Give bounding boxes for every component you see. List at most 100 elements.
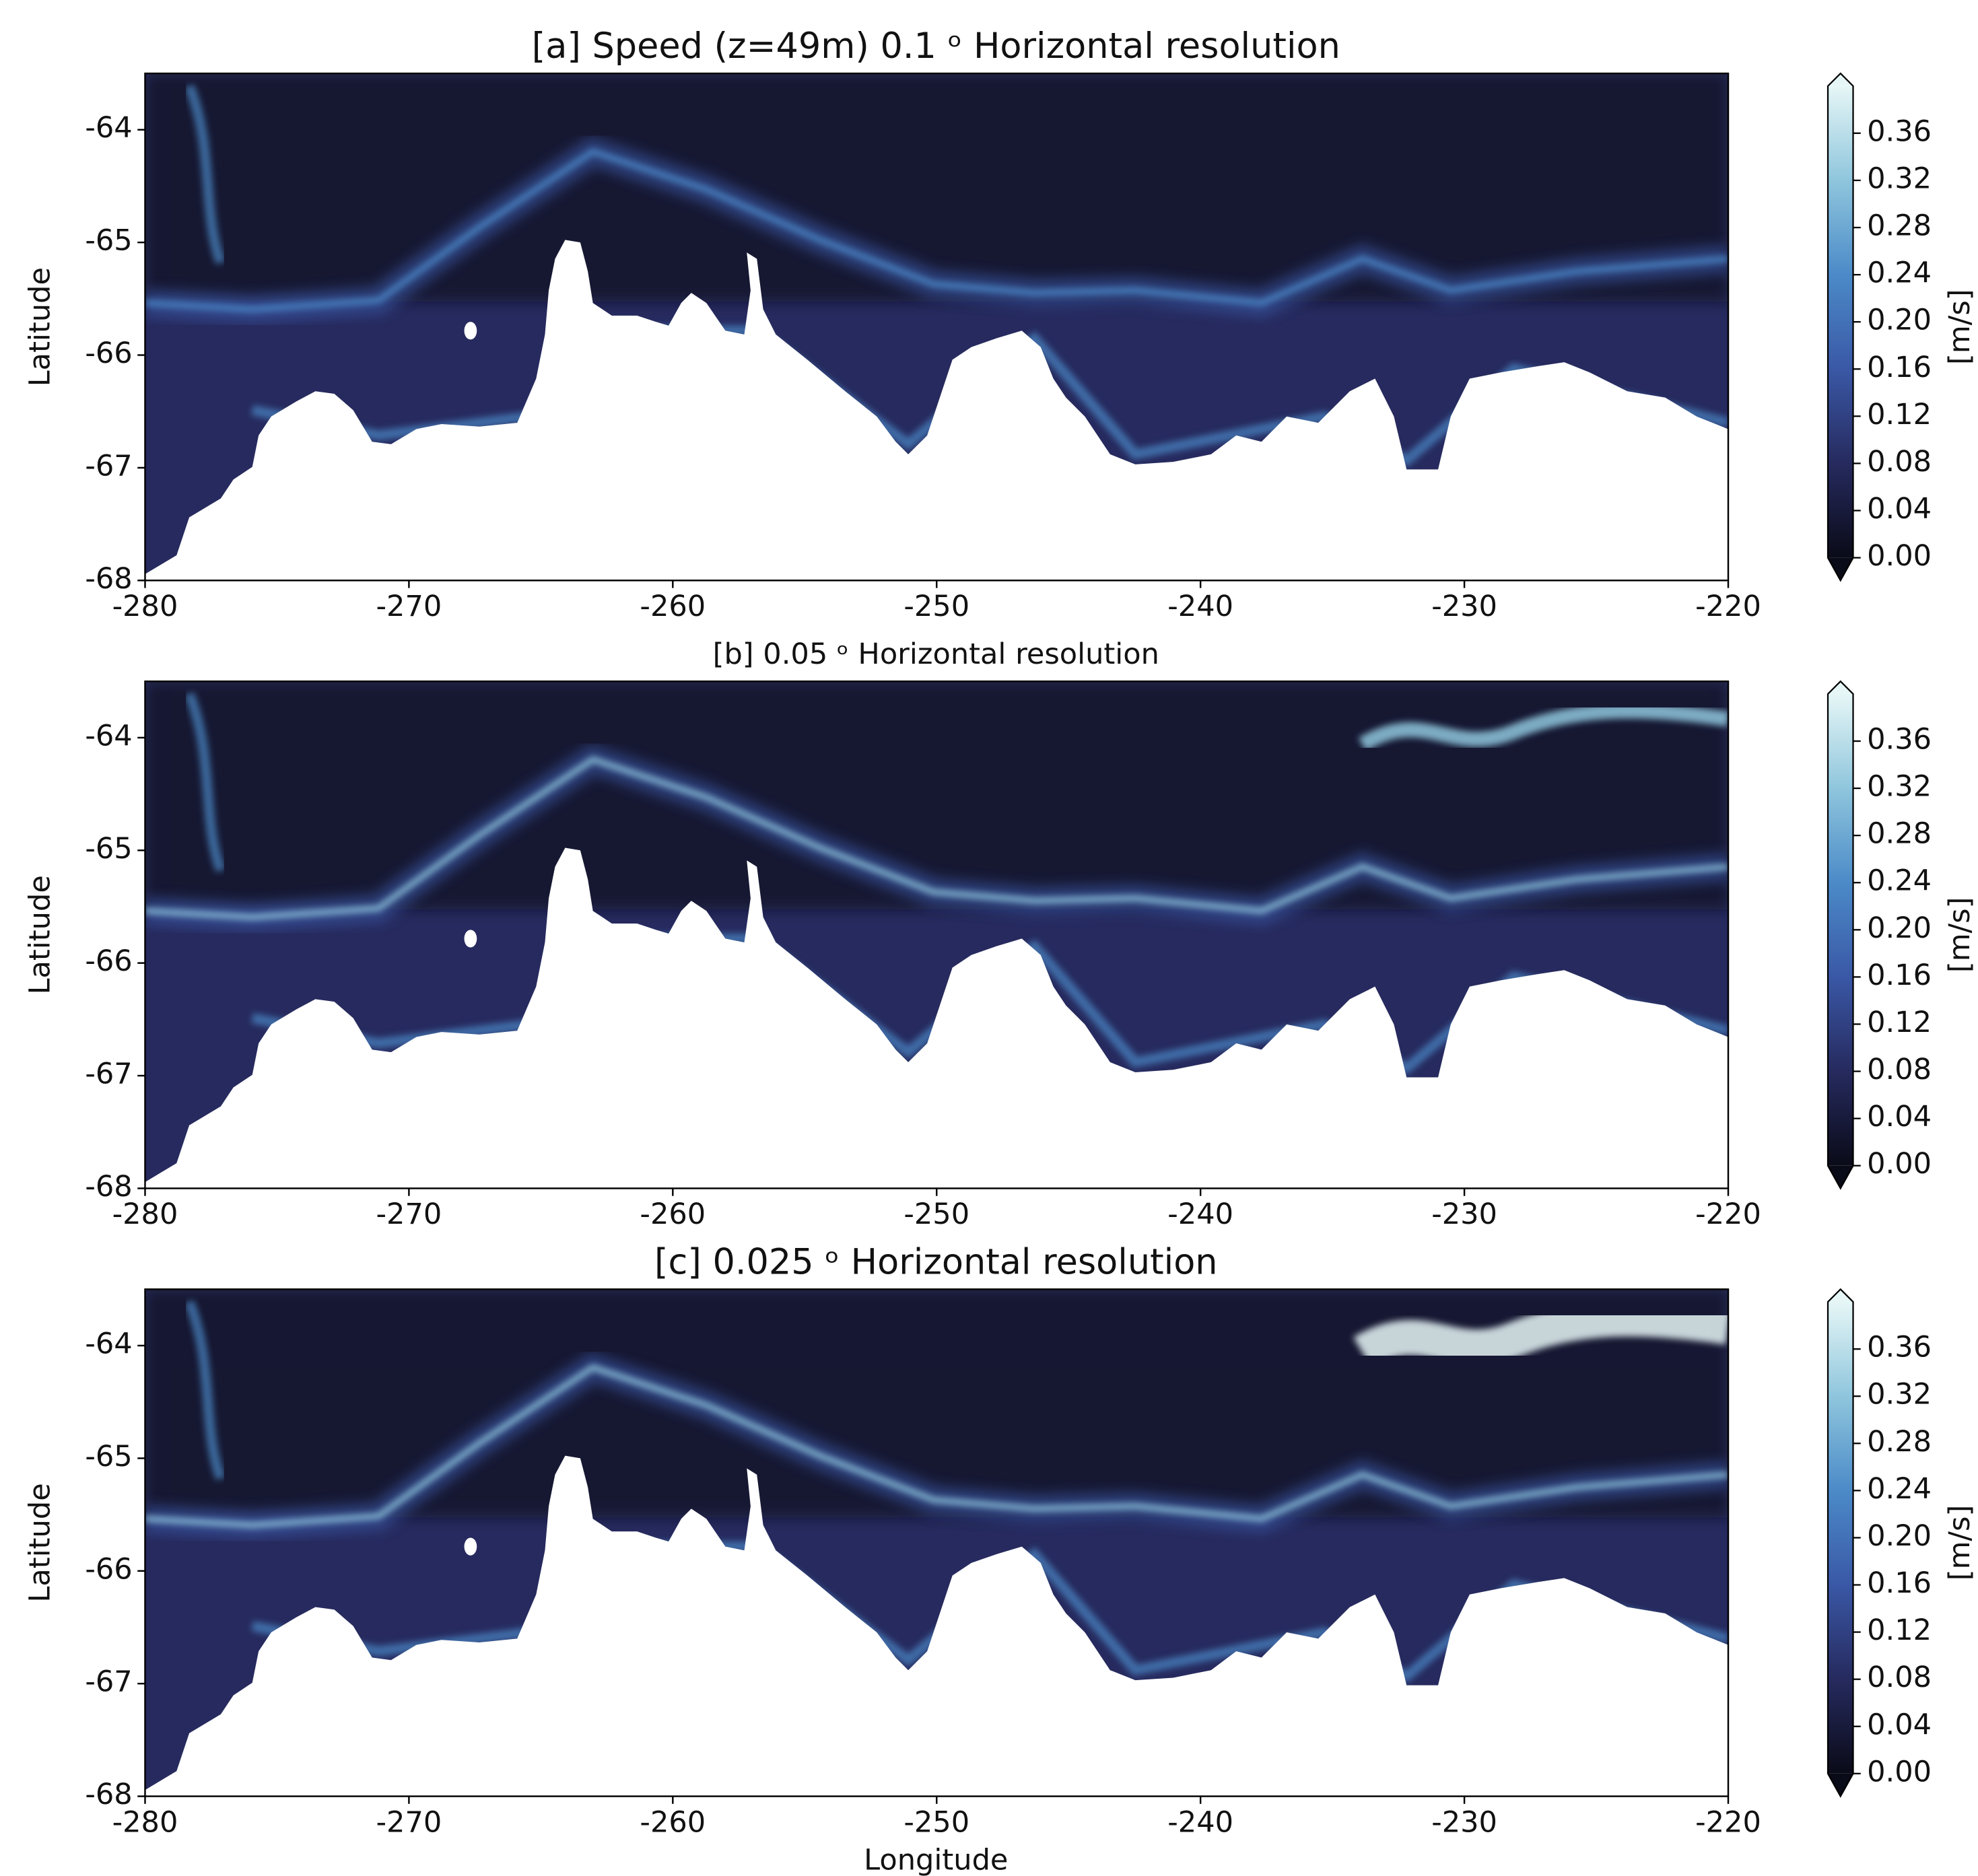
y-tick-label: -65 [85, 832, 132, 866]
colorbar-tick-label: 0.00 [1867, 1755, 1932, 1788]
x-tick-label: -220 [1695, 1197, 1761, 1231]
colorbar-tick-label: 0.00 [1867, 1147, 1932, 1181]
colorbar-tick-label: 0.24 [1867, 864, 1932, 898]
x-tick-label: -280 [112, 1805, 178, 1839]
colorbar-tick-label: 0.16 [1867, 1566, 1932, 1600]
colorbar-tick-label: 0.28 [1867, 209, 1932, 243]
island [464, 322, 477, 340]
colorbar-tick-label: 0.32 [1867, 162, 1932, 195]
colorbar-tick-label: 0.32 [1867, 770, 1932, 804]
colorbar-frame [1827, 1288, 1854, 1798]
y-tick-label: -67 [85, 1665, 132, 1699]
colorbar-extend-max [1828, 1289, 1853, 1302]
colorbar-tick-label: 0.16 [1867, 351, 1932, 384]
panel: [b] 0.05 ᵒ Horizontal resolution -280 -270… [23, 637, 1977, 1231]
colorbar-tick-label: 0.04 [1867, 1100, 1932, 1134]
y-tick-label: -68 [85, 1170, 132, 1204]
y-axis-label: Latitude [23, 267, 57, 386]
colorbar-label: [m/s] [1943, 1505, 1977, 1581]
y-axis-label: Latitude [23, 1483, 57, 1602]
x-tick-label: -260 [640, 1197, 706, 1231]
speed-field [145, 1289, 1729, 1797]
current-core [145, 1364, 1729, 1529]
island [464, 930, 477, 948]
y-tick-label: -65 [85, 224, 132, 258]
colorbar-extend-min [1828, 1165, 1853, 1189]
colorbar-tick-label: 0.04 [1867, 492, 1932, 526]
colorbar-tick-label: 0.12 [1867, 398, 1932, 431]
field-dark [145, 73, 1729, 302]
x-tick-label: -240 [1167, 1805, 1233, 1839]
x-tick-label: -230 [1431, 1805, 1497, 1839]
colorbar-tick-label: 0.24 [1867, 1472, 1932, 1506]
x-tick-label: -270 [376, 590, 442, 623]
colorbar-label: [m/s] [1943, 897, 1977, 973]
colorbar-extend-max [1828, 681, 1853, 694]
colorbar-tick-label: 0.12 [1867, 1006, 1932, 1039]
island [464, 1537, 477, 1556]
land-mask [145, 847, 1729, 1189]
land-mask [145, 1455, 1729, 1797]
colorbar-frame [1827, 680, 1854, 1190]
colorbar-extend-max [1828, 73, 1853, 86]
panel-title: [b] 0.05 ᵒ Horizontal resolution [713, 637, 1159, 671]
panel: [a] Speed (z=49m) 0.1 ᵒ Horizontal resol… [23, 26, 1977, 623]
x-tick-label: -250 [903, 1805, 969, 1839]
colorbar [1828, 1302, 1853, 1774]
y-axis-label: Latitude [23, 875, 57, 994]
west-jet [184, 84, 226, 265]
speed-field [145, 681, 1729, 1189]
x-tick-label: -230 [1431, 1197, 1497, 1231]
x-axis-label: Longitude [864, 1844, 1008, 1876]
panel-title: [c] 0.025 ᵒ Horizontal resolution [654, 1241, 1218, 1282]
x-tick-label: -240 [1167, 590, 1233, 623]
x-tick-label: -250 [903, 1197, 969, 1231]
colorbar-tick-label: 0.32 [1867, 1378, 1932, 1412]
colorbar-tick-label: 0.28 [1867, 817, 1932, 851]
colorbar-tick-label: 0.24 [1867, 256, 1932, 290]
x-tick-label: -220 [1695, 590, 1761, 623]
x-tick-label: -260 [640, 1805, 706, 1839]
colorbar-tick-label: 0.36 [1867, 723, 1932, 757]
colorbar-extend-min [1828, 557, 1853, 581]
colorbar-tick-label: 0.16 [1867, 959, 1932, 992]
panel: [c] 0.025 ᵒ Horizontal resolution -280 -27… [23, 1241, 1977, 1876]
y-tick-label: -66 [85, 337, 132, 370]
colorbar-tick-label: 0.20 [1867, 1519, 1932, 1553]
y-tick-label: -68 [85, 1778, 132, 1811]
colorbar-tick-label: 0.20 [1867, 911, 1932, 945]
x-tick-label: -220 [1695, 1805, 1761, 1839]
x-tick-label: -270 [376, 1197, 442, 1231]
y-tick-label: -67 [85, 1057, 132, 1091]
west-jet [184, 692, 226, 872]
panel-title: [a] Speed (z=49m) 0.1 ᵒ Horizontal resol… [532, 26, 1340, 67]
x-tick-label: -270 [376, 1805, 442, 1839]
x-tick-label: -250 [903, 590, 969, 623]
colorbar-tick-label: 0.20 [1867, 304, 1932, 337]
colorbar-tick-label: 0.08 [1867, 445, 1932, 479]
colorbar-tick-label: 0.36 [1867, 1331, 1932, 1364]
colorbar-tick-label: 0.04 [1867, 1708, 1932, 1741]
y-tick-label: -66 [85, 1552, 132, 1586]
field-dark [145, 1289, 1729, 1518]
y-tick-label: -68 [85, 562, 132, 596]
y-tick-label: -65 [85, 1440, 132, 1473]
west-jet [184, 1300, 226, 1481]
colorbar-tick-label: 0.36 [1867, 114, 1932, 148]
x-tick-label: -240 [1167, 1197, 1233, 1231]
current-core [145, 756, 1729, 921]
y-tick-label: -64 [85, 111, 132, 145]
x-tick-label: -280 [112, 1197, 178, 1231]
y-tick-label: -64 [85, 1327, 132, 1361]
x-tick-label: -230 [1431, 590, 1497, 623]
colorbar-label: [m/s] [1943, 289, 1977, 365]
y-tick-label: -66 [85, 944, 132, 978]
current-core [145, 148, 1729, 313]
speed-field [145, 73, 1729, 581]
x-tick-label: -280 [112, 590, 178, 623]
colorbar-tick-label: 0.08 [1867, 1053, 1932, 1086]
colorbar [1828, 693, 1853, 1166]
x-tick-label: -260 [640, 590, 706, 623]
